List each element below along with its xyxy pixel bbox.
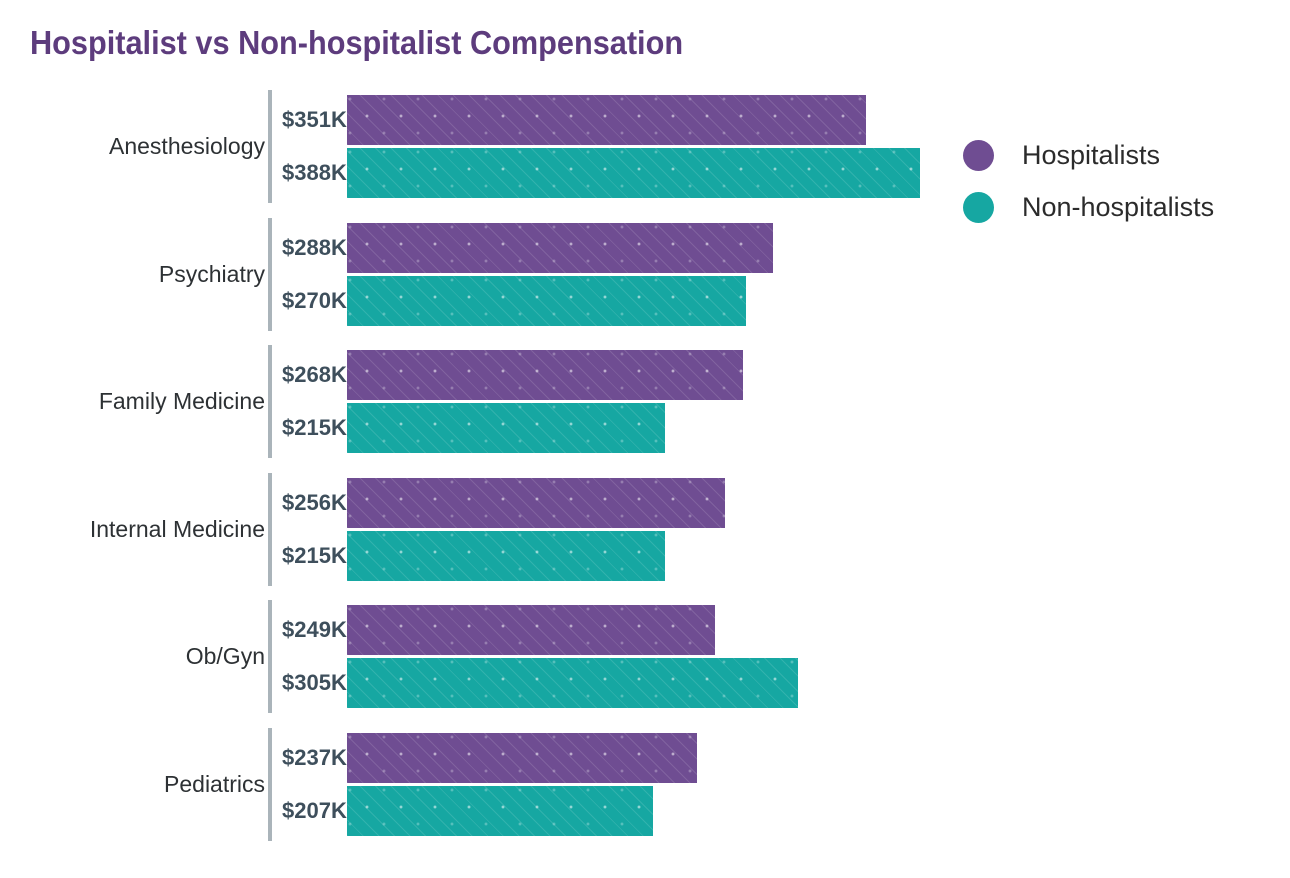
bar-hospitalists (347, 95, 866, 145)
bar-non-hospitalists (347, 403, 665, 454)
bar-non-hospitalists (347, 530, 665, 581)
non-hospitalists-swatch-icon (963, 191, 994, 223)
bar-non-hospitalists (347, 275, 746, 326)
value-label: $305K (282, 670, 347, 696)
category-label: Internal Medicine (89, 515, 265, 542)
value-label: $288K (282, 234, 347, 260)
chart-title: Hospitalist vs Non-hospitalist Compensat… (30, 24, 684, 61)
axis-tick-line (268, 727, 272, 841)
chart-group-pediatrics: Pediatrics $237K $207K (0, 727, 960, 841)
bar-groups: Anesthesiology $351K $388K Psychiatry $2… (0, 90, 960, 841)
chart-group-obgyn: Ob/Gyn $249K $305K (0, 600, 960, 714)
chart-group-anesthesiology: Anesthesiology $351K $388K (0, 90, 960, 203)
value-label: $249K (282, 617, 347, 643)
legend-item-hospitalists: Hospitalists (963, 138, 1214, 172)
category-label: Family Medicine (98, 388, 265, 415)
category-label: Anesthesiology (109, 133, 265, 159)
value-label: $388K (282, 160, 347, 185)
bar-hospitalists (347, 605, 715, 656)
bar-non-hospitalists (347, 785, 653, 836)
bar-hospitalists (347, 732, 697, 783)
chart-group-psychiatry: Psychiatry $288K $270K (0, 217, 960, 331)
value-label: $256K (282, 489, 347, 515)
hospitalists-swatch-icon (963, 139, 994, 171)
bar-hospitalists (347, 222, 773, 273)
category-label: Psychiatry (158, 260, 265, 287)
legend: Hospitalists Non-hospitalists (963, 138, 1214, 242)
bar-non-hospitalists (347, 658, 798, 709)
value-label: $351K (282, 107, 347, 132)
legend-item-non-hospitalists: Non-hospitalists (963, 190, 1214, 224)
legend-label: Non-hospitalists (1022, 191, 1215, 222)
axis-tick-line (268, 90, 272, 203)
category-label: Ob/Gyn (185, 643, 265, 670)
value-label: $268K (282, 362, 347, 388)
chart-group-internal-medicine: Internal Medicine $256K $215K (0, 472, 960, 586)
category-label: Pediatrics (164, 770, 265, 797)
value-label: $237K (282, 744, 347, 770)
value-label: $207K (282, 797, 347, 823)
chart-group-family-medicine: Family Medicine $268K $215K (0, 345, 960, 459)
value-label: $270K (282, 287, 347, 313)
bar-hospitalists (347, 477, 725, 528)
bar-hospitalists (347, 350, 743, 401)
axis-tick-line (268, 345, 272, 459)
value-label: $215K (282, 542, 347, 568)
bar-non-hospitalists (347, 148, 920, 198)
axis-tick-line (268, 472, 272, 586)
axis-tick-line (268, 217, 272, 331)
axis-tick-line (268, 600, 272, 714)
value-label: $215K (282, 415, 347, 441)
legend-label: Hospitalists (1022, 139, 1161, 170)
